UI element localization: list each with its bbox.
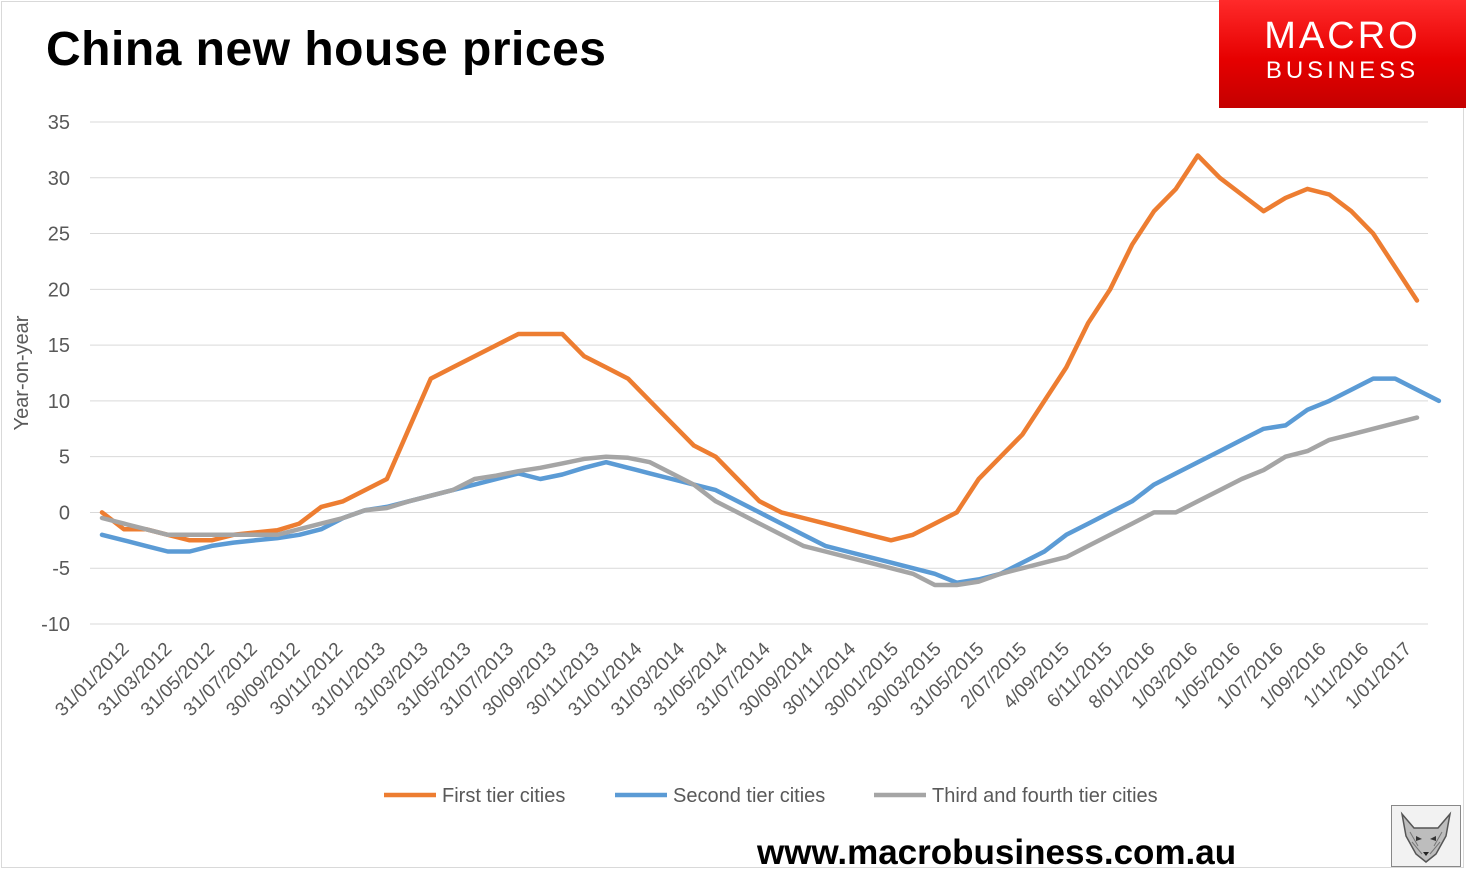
y-tick-label: 5 [59, 447, 70, 469]
x-axis-ticks: 31/01/201231/03/201231/05/201231/07/2012… [51, 638, 1416, 720]
y-tick-label: 10 [48, 391, 70, 413]
series-lines [99, 153, 1442, 588]
legend-label: Second tier cities [673, 785, 825, 807]
logo-line-2: BUSINESS [1265, 57, 1420, 84]
y-tick-label: 30 [48, 168, 70, 190]
fox-logo-icon [1391, 805, 1461, 867]
gridlines [90, 121, 1428, 625]
y-axis-label: Year-on-year [11, 315, 33, 430]
y-tick-label: 35 [48, 112, 70, 134]
y-tick-label: -10 [41, 614, 70, 636]
y-tick-label: 25 [48, 224, 70, 246]
legend-label: First tier cities [442, 785, 565, 807]
logo-line-1: MACRO [1264, 15, 1421, 57]
chart-title: China new house prices [46, 23, 607, 76]
series-line-3 [99, 415, 1420, 588]
y-axis-ticks: 35 30 25 20 15 10 5 0 -5 -10 [41, 112, 70, 636]
y-tick-label: 20 [48, 279, 70, 301]
series-line-1 [99, 153, 1420, 543]
y-tick-label: 0 [59, 502, 70, 524]
y-tick-label: 15 [48, 335, 70, 357]
website-url[interactable]: www.macrobusiness.com.au [757, 833, 1237, 872]
macrobusiness-logo: MACRO BUSINESS [1219, 0, 1466, 108]
series-line-2 [99, 376, 1442, 585]
legend: First tier cities Second tier cities Third… [384, 785, 1158, 807]
legend-label: Third and fourth tier cities [932, 785, 1158, 807]
y-tick-label: -5 [52, 558, 70, 580]
